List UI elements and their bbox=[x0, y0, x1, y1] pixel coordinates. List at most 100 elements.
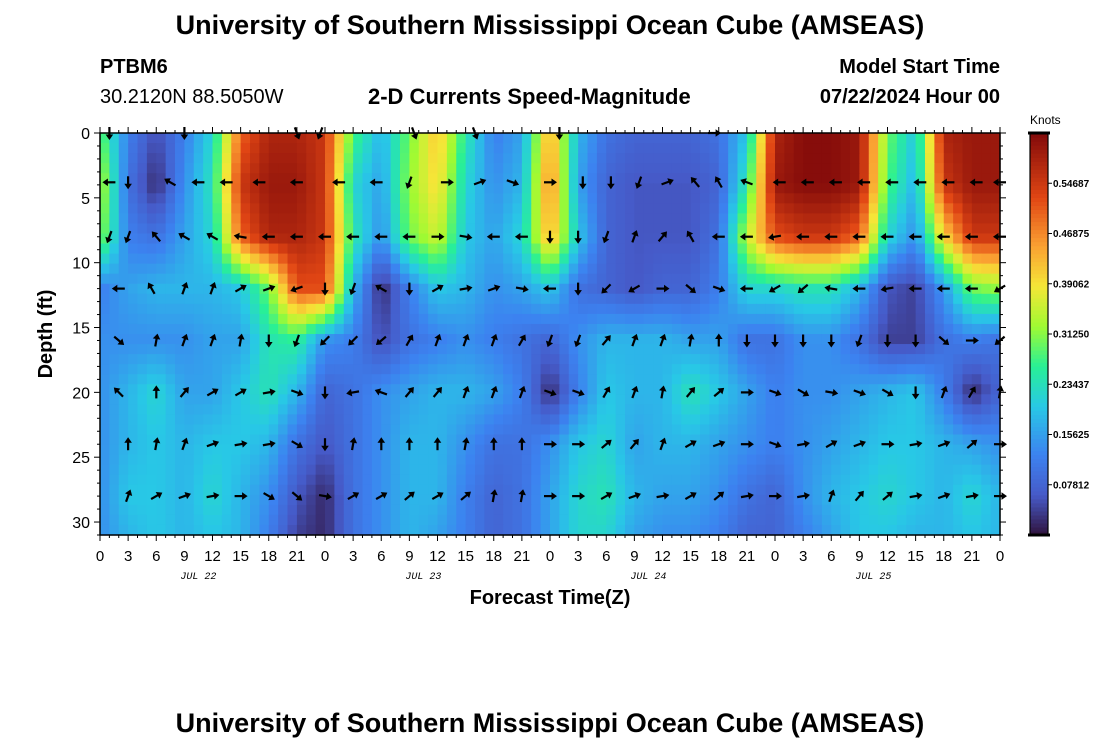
current-vectors bbox=[102, 126, 1007, 503]
heatmap-cell bbox=[531, 484, 542, 496]
heatmap-cell bbox=[550, 253, 560, 265]
heatmap-cell bbox=[240, 364, 251, 375]
heatmap-cell bbox=[315, 163, 326, 174]
heatmap-cell bbox=[118, 183, 129, 194]
heatmap-cell bbox=[465, 384, 476, 395]
heatmap-cell bbox=[165, 404, 176, 415]
heatmap-cell bbox=[981, 514, 992, 526]
heatmap-cell bbox=[381, 153, 392, 164]
heatmap-cell bbox=[896, 173, 907, 184]
heatmap-cell bbox=[662, 464, 673, 476]
heatmap-cell bbox=[915, 133, 926, 144]
heatmap-cell bbox=[221, 143, 232, 154]
heatmap-cell bbox=[653, 504, 664, 516]
heatmap-cell bbox=[859, 293, 870, 305]
heatmap-cell bbox=[681, 454, 692, 466]
heatmap-cell bbox=[896, 344, 907, 355]
heatmap-cell bbox=[137, 203, 148, 214]
heatmap-cell bbox=[634, 464, 645, 476]
heatmap-cell bbox=[296, 514, 307, 526]
heatmap-cell bbox=[746, 364, 757, 375]
heatmap-cell bbox=[296, 354, 307, 365]
heatmap-cell bbox=[184, 434, 195, 446]
heatmap-cell bbox=[325, 334, 335, 345]
heatmap-cell bbox=[653, 313, 664, 325]
heatmap-cell bbox=[175, 334, 185, 345]
heatmap-cell bbox=[456, 263, 467, 275]
heatmap-cell bbox=[850, 384, 860, 395]
heatmap-cell bbox=[109, 183, 120, 194]
heatmap-cell bbox=[784, 514, 795, 526]
current-arrow bbox=[348, 335, 359, 346]
arrow-shaft bbox=[154, 441, 158, 451]
heatmap-cell bbox=[156, 514, 167, 526]
heatmap-cell bbox=[906, 223, 917, 235]
heatmap-cell bbox=[325, 424, 335, 436]
heatmap-cell bbox=[746, 153, 757, 164]
heatmap-cell bbox=[203, 524, 214, 536]
heatmap-cell bbox=[428, 303, 439, 315]
heatmap-cell bbox=[690, 334, 701, 345]
heatmap-cell bbox=[821, 193, 832, 204]
heatmap-cell bbox=[325, 323, 335, 335]
heatmap-cell bbox=[906, 444, 917, 456]
heatmap-cell bbox=[315, 283, 326, 295]
heatmap-cell bbox=[746, 414, 757, 426]
heatmap-cell bbox=[231, 424, 242, 436]
heatmap-cell bbox=[803, 263, 814, 275]
colorbar-band bbox=[1030, 406, 1048, 411]
heatmap-cell bbox=[428, 143, 439, 154]
heatmap-cell bbox=[850, 444, 860, 456]
heatmap-cell bbox=[700, 354, 710, 365]
heatmap-cell bbox=[203, 153, 214, 164]
heatmap-cell bbox=[109, 213, 120, 225]
current-arrow bbox=[262, 284, 276, 292]
heatmap-cell bbox=[718, 354, 729, 365]
heatmap-cell bbox=[681, 263, 692, 275]
heatmap-cell bbox=[484, 223, 495, 235]
heatmap-cell bbox=[803, 404, 814, 415]
heatmap-cell bbox=[296, 163, 307, 174]
heatmap-cell bbox=[446, 263, 457, 275]
heatmap-cell bbox=[971, 374, 982, 385]
heatmap-cell bbox=[100, 494, 110, 506]
heatmap-cell bbox=[400, 133, 410, 144]
heatmap-cell bbox=[137, 183, 148, 194]
heatmap-cell bbox=[371, 474, 382, 486]
heatmap-cell bbox=[681, 253, 692, 265]
heatmap-cell bbox=[521, 233, 532, 245]
heatmap-cell bbox=[840, 203, 851, 214]
heatmap-cell bbox=[662, 133, 673, 144]
heatmap-cell bbox=[165, 424, 176, 436]
heatmap-cell bbox=[418, 444, 429, 456]
heatmap-cell bbox=[540, 273, 551, 285]
arrow-shaft bbox=[657, 233, 666, 243]
heatmap-cell bbox=[943, 293, 954, 305]
heatmap-cell bbox=[568, 283, 579, 295]
heatmap-cell bbox=[156, 474, 167, 486]
heatmap-cell bbox=[456, 163, 467, 174]
arrow-shaft bbox=[463, 441, 468, 451]
heatmap-cell bbox=[512, 464, 523, 476]
current-arrow bbox=[855, 334, 863, 348]
heatmap-cell bbox=[559, 434, 570, 446]
heatmap-cell bbox=[212, 464, 223, 476]
heatmap-cell bbox=[371, 233, 382, 245]
heatmap-cell bbox=[418, 163, 429, 174]
arrow-head bbox=[213, 492, 220, 500]
heatmap-cell bbox=[671, 233, 682, 245]
arrow-shaft bbox=[604, 230, 610, 240]
heatmap-cell bbox=[812, 193, 823, 204]
heatmap-cell bbox=[512, 173, 523, 184]
heatmap-cell bbox=[709, 504, 720, 516]
heatmap-cell bbox=[156, 283, 167, 295]
heatmap-cell bbox=[503, 354, 514, 365]
colorbar-band bbox=[1030, 269, 1048, 275]
heatmap-cell bbox=[962, 414, 973, 426]
heatmap-cell bbox=[240, 334, 251, 345]
heatmap-cell bbox=[325, 223, 335, 235]
heatmap-cell bbox=[540, 434, 551, 446]
current-arrow bbox=[178, 232, 191, 241]
heatmap-cell bbox=[990, 303, 1001, 315]
heatmap-cell bbox=[456, 514, 467, 526]
